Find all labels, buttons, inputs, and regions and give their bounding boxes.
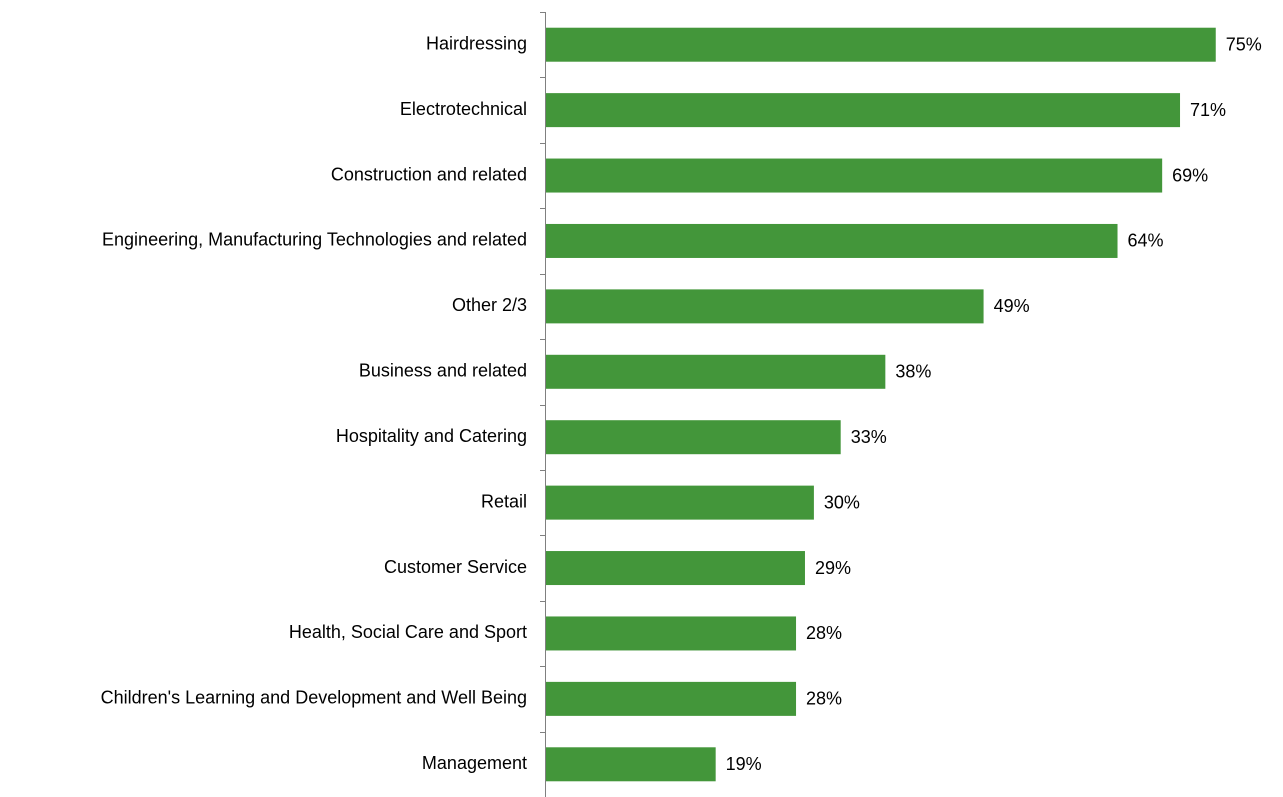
bar (546, 420, 841, 455)
category-label: Hairdressing (426, 33, 527, 53)
bar (546, 681, 797, 716)
category-label: Health, Social Care and Sport (289, 622, 527, 642)
bar (546, 551, 805, 586)
category-label: Construction and related (331, 164, 527, 184)
category-label: Retail (481, 491, 527, 511)
bar (546, 223, 1118, 258)
value-label: 30% (824, 492, 860, 512)
bar (546, 485, 814, 520)
bar (546, 354, 886, 389)
value-label: 38% (895, 362, 931, 382)
bar (546, 616, 797, 651)
category-label: Electrotechnical (400, 99, 527, 119)
category-label: Management (422, 753, 527, 773)
bar (546, 158, 1163, 193)
category-label: Hospitality and Catering (336, 426, 527, 446)
bar (546, 93, 1181, 128)
bar (546, 747, 716, 782)
value-label: 28% (806, 623, 842, 643)
value-label: 49% (994, 296, 1030, 316)
category-label: Other 2/3 (452, 295, 527, 315)
value-label: 19% (726, 754, 762, 774)
value-label: 28% (806, 689, 842, 709)
category-label: Business and related (359, 361, 527, 381)
value-label: 33% (851, 427, 887, 447)
value-label: 69% (1172, 165, 1208, 185)
value-label: 64% (1128, 231, 1164, 251)
bar (546, 27, 1216, 62)
category-label: Children's Learning and Development and … (101, 688, 527, 708)
value-label: 29% (815, 558, 851, 578)
category-label: Customer Service (384, 557, 527, 577)
bar (546, 289, 984, 324)
category-label: Engineering, Manufacturing Technologies … (102, 230, 527, 250)
value-label: 71% (1190, 100, 1226, 120)
value-label: 75% (1226, 34, 1262, 54)
